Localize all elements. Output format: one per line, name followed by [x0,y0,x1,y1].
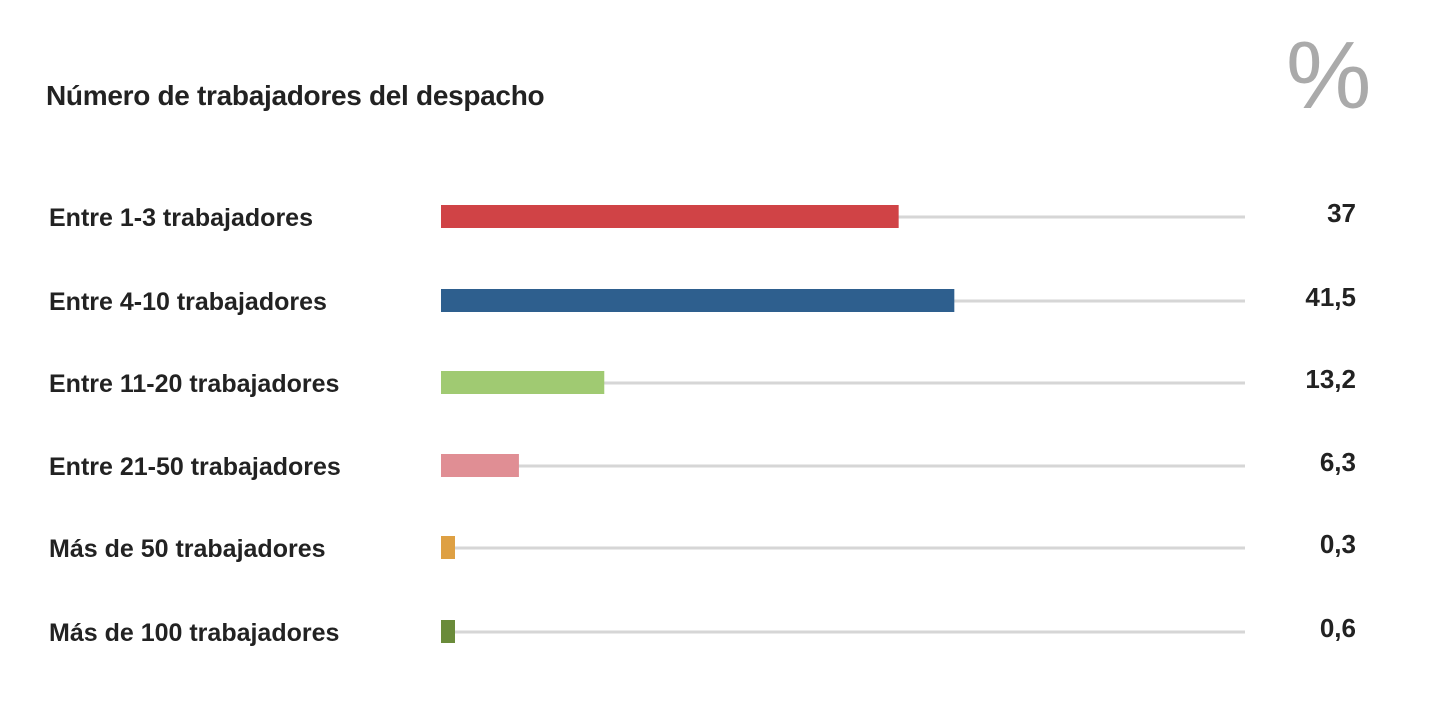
bar [441,371,605,394]
bar [441,205,899,228]
category-label: Más de 100 trabajadores [49,619,339,647]
category-label: Entre 4-10 trabajadores [49,288,327,316]
chart-title: Número de trabajadores del despacho [46,80,545,111]
bar [441,620,455,643]
category-label: Entre 21-50 trabajadores [49,453,341,481]
value-label: 6,3 [1320,447,1356,477]
value-label: 0,3 [1320,529,1356,559]
value-label: 37 [1327,198,1356,228]
value-label: 41,5 [1305,282,1356,312]
bar [441,289,955,312]
category-label: Entre 1-3 trabajadores [49,204,313,232]
category-label: Entre 11-20 trabajadores [49,370,339,398]
value-label: 0,6 [1320,613,1356,643]
bar [441,536,455,559]
category-label: Más de 50 trabajadores [49,535,326,563]
percent-unit-label: % [1286,22,1372,129]
bar [441,454,519,477]
value-label: 13,2 [1305,364,1356,394]
